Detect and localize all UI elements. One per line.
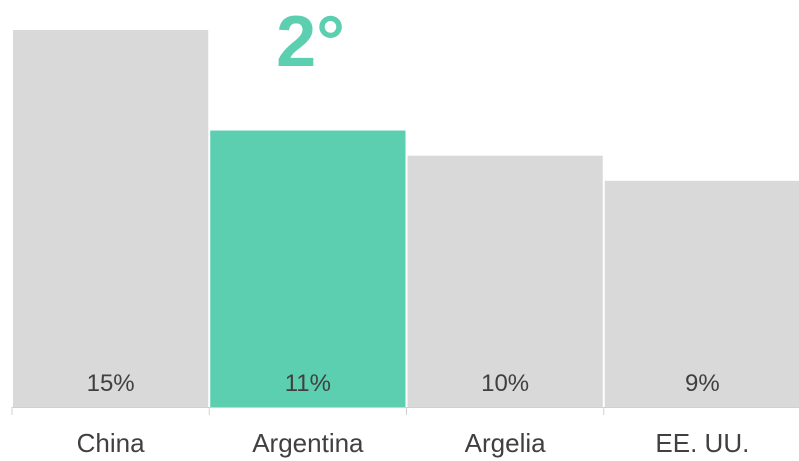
category-label: EE. UU. — [655, 428, 749, 458]
value-label: 10% — [481, 370, 529, 397]
bar-argentina — [210, 130, 406, 408]
category-label: China — [77, 428, 145, 458]
bar-ee-uu — [604, 180, 799, 407]
value-label: 11% — [285, 370, 331, 397]
rank-label: 2° — [276, 2, 345, 82]
value-label: 15% — [87, 370, 135, 397]
bar-argelia — [407, 155, 603, 407]
category-label: Argelia — [465, 428, 546, 458]
bar-china — [13, 30, 209, 407]
category-label: Argentina — [252, 428, 364, 458]
value-label: 9% — [685, 370, 720, 397]
